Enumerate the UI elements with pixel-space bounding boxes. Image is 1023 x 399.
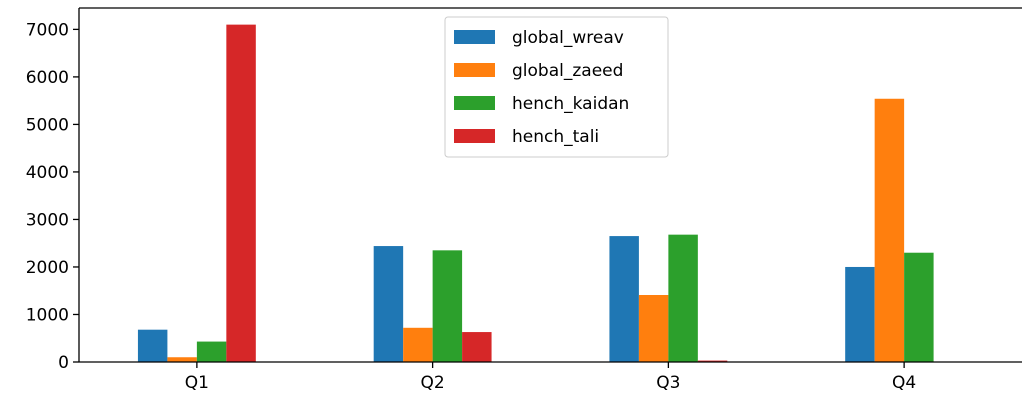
bar-hench_tali-Q1	[226, 24, 256, 363]
y-tick-label: 2000	[26, 258, 69, 278]
bar-global_zaeed-Q4	[874, 98, 905, 362]
bar-global_zaeed-Q3	[638, 295, 669, 362]
legend-frame	[444, 16, 669, 158]
bar-hench_kaidan-Q1	[196, 341, 227, 362]
y-ticks-group: 0 1000 2000 3000 4000 5000 6000 7000	[26, 20, 79, 373]
bar-global_zaeed-Q1	[167, 357, 197, 362]
bar-hench_kaidan-Q2	[432, 250, 463, 362]
legend-label-global_wreav: global_wreav	[512, 28, 624, 48]
bar-global_wreav-Q4	[845, 266, 875, 362]
y-tick-label: 3000	[26, 210, 69, 230]
legend-label-hench_kaidan: hench_kaidan	[512, 94, 629, 114]
y-tick-label: 1000	[26, 305, 69, 325]
bar-hench_kaidan-Q4	[904, 252, 934, 362]
y-tick-label: 5000	[26, 115, 69, 135]
x-tick-label: Q4	[892, 373, 916, 393]
bar-global_wreav-Q2	[373, 246, 404, 362]
bar-global_wreav-Q1	[137, 329, 168, 362]
legend-label-hench_tali: hench_tali	[512, 127, 599, 147]
bar-global_wreav-Q3	[609, 236, 639, 362]
axes-group	[78, 7, 1022, 363]
bar-hench_tali-Q2	[462, 332, 492, 362]
legend-swatch-global_wreav	[454, 30, 495, 44]
x-ticks-group: Q1 Q2 Q3 Q4	[185, 362, 916, 393]
x-tick-label: Q3	[656, 373, 680, 393]
bar-hench_kaidan-Q3	[668, 234, 698, 362]
legend-swatch-hench_tali	[454, 129, 495, 143]
bars-group	[137, 24, 934, 363]
legend-label-global_zaeed: global_zaeed	[512, 61, 623, 81]
legend-swatch-hench_kaidan	[454, 96, 495, 110]
y-tick-label: 0	[58, 353, 69, 373]
bar-global_zaeed-Q2	[403, 327, 433, 362]
legend-swatch-global_zaeed	[454, 63, 495, 77]
y-tick-label: 4000	[26, 163, 69, 183]
bar-hench_tali-Q3	[697, 360, 728, 362]
y-tick-label: 7000	[26, 20, 69, 40]
x-tick-label: Q2	[421, 373, 445, 393]
y-tick-label: 6000	[26, 68, 69, 88]
x-tick-label: Q1	[185, 373, 209, 393]
legend: global_wreav global_zaeed hench_kaidanhenc…	[444, 16, 669, 158]
